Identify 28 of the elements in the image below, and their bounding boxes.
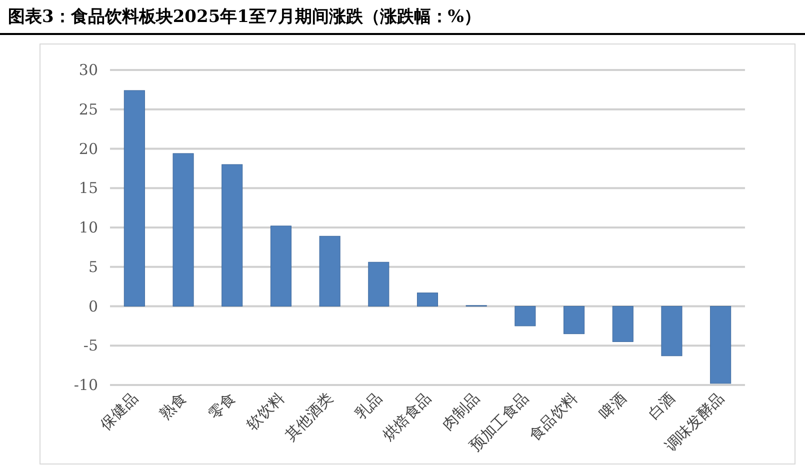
bar [564, 306, 585, 334]
y-tick-label: 15 [78, 179, 98, 198]
bar [710, 306, 732, 384]
y-tick-label: 0 [88, 297, 98, 316]
bar [612, 306, 634, 342]
x-tick-label: 熟食 [156, 389, 190, 424]
bar [514, 306, 536, 326]
y-tick-label: 30 [78, 61, 98, 79]
y-tick-label: -5 [83, 336, 98, 355]
bar [270, 226, 292, 306]
y-tick-label: 5 [88, 258, 98, 276]
bar [124, 90, 145, 306]
x-tick-label: 零食 [205, 389, 239, 424]
bar [222, 164, 243, 306]
bar [416, 292, 438, 306]
bar [368, 262, 390, 306]
chart-title: 图表3：食品饮料板块2025年1至7月期间涨跌（涨跌幅：%） [8, 7, 481, 27]
y-tick-label: -10 [74, 376, 98, 394]
x-tick-label: 白酒 [644, 389, 679, 424]
x-tick-label: 乳品 [352, 389, 386, 424]
y-tick-label: 25 [78, 100, 98, 118]
x-tick-label: 保健品 [96, 389, 142, 434]
y-tick-label: 10 [78, 218, 98, 236]
bar [661, 306, 682, 356]
y-tick-label: 20 [78, 140, 98, 158]
bar [319, 236, 340, 306]
x-tick-label: 啤酒 [596, 389, 630, 424]
bar [172, 153, 194, 306]
